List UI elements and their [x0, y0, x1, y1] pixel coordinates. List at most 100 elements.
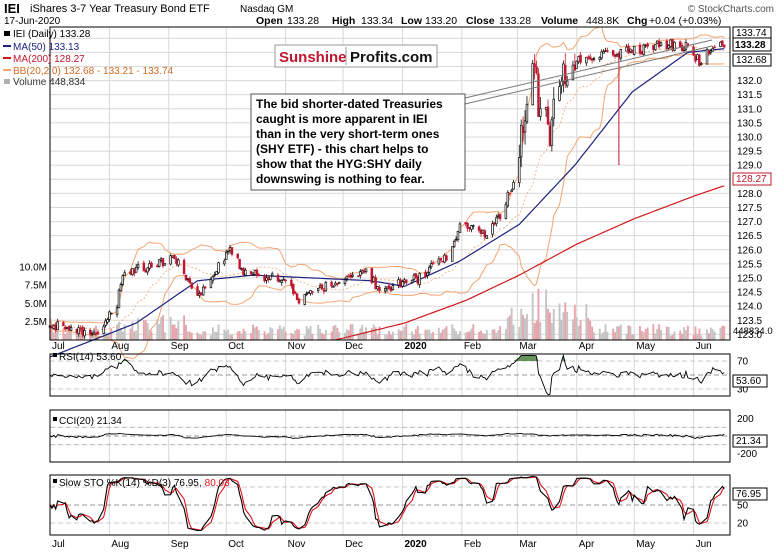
candle-body [507, 193, 509, 206]
volume-bar [145, 321, 147, 340]
volume-bar [656, 329, 658, 340]
volume-bar [687, 326, 689, 340]
volume-bar [616, 326, 618, 340]
volume-bar [566, 312, 568, 340]
cci-tick-label: 200 [737, 414, 754, 425]
candle-body [110, 313, 112, 314]
candle-body [277, 275, 279, 281]
volume-bar [578, 326, 580, 340]
candle-body [145, 271, 147, 273]
candle-body [64, 327, 66, 329]
candle-body [95, 333, 97, 334]
volume-bar [175, 328, 177, 340]
candle-body [135, 267, 137, 272]
candle-body [51, 327, 53, 328]
candle-body [130, 272, 132, 274]
candle-body [151, 263, 153, 267]
candle-body [137, 265, 139, 268]
volume-bar [239, 331, 241, 340]
month-label-bottom: Feb [464, 539, 482, 550]
volume-bar [457, 335, 459, 340]
volume-bar [432, 332, 434, 340]
candle-body [227, 251, 229, 252]
volume-bar [518, 327, 520, 340]
annotation-line-4: (SHY ETF) - this chart helps to [256, 142, 428, 156]
volume-bar [244, 331, 246, 340]
candle-body [333, 286, 335, 287]
month-label-top: Dec [345, 341, 363, 352]
candle-body [492, 224, 494, 235]
volume-bar [509, 316, 511, 340]
candle-body [524, 121, 526, 132]
volume-bar [706, 329, 708, 340]
legend-price-swatch [4, 31, 10, 36]
candle-body [331, 282, 333, 286]
volume-bar [298, 330, 300, 340]
volume-bar [572, 319, 574, 340]
candle-body [160, 259, 162, 260]
volume-bar [250, 333, 252, 340]
volume-bar [76, 334, 78, 340]
candle-body [710, 51, 712, 52]
fund-name: iShares 3-7 Year Treasury Bond ETF [30, 3, 210, 15]
volume-bar [392, 332, 394, 340]
candle-body [348, 276, 350, 277]
candle-body [149, 263, 151, 268]
volume-bar [428, 329, 430, 340]
volume-bar [426, 330, 428, 340]
candle-body [695, 56, 697, 61]
candle-body [304, 294, 306, 304]
tag-ma200: 128.27 [736, 174, 767, 185]
volume-bar [438, 328, 440, 340]
annotation-line-1: The bid shorter-dated Treasuries [256, 97, 443, 111]
candle-body [264, 276, 266, 281]
volume-bar [187, 332, 189, 340]
annotation-pointer-bottom [465, 46, 712, 104]
candle-body [214, 275, 216, 276]
candle-body [522, 127, 524, 133]
volume-bar [700, 335, 702, 340]
volume-bar [547, 309, 549, 340]
candle-body [197, 287, 199, 296]
candle-body [509, 193, 511, 194]
volume-bar [388, 331, 390, 340]
volume-bar [631, 335, 633, 340]
volume-bar [283, 327, 285, 340]
candle-body [243, 268, 245, 274]
candle-body [601, 52, 603, 58]
volume-bar [660, 330, 662, 340]
month-label-bottom: 2020 [404, 539, 427, 550]
month-label-bottom: Jul [52, 539, 65, 550]
candle-body [656, 41, 658, 43]
candle-body [254, 271, 256, 275]
candle-body [630, 49, 632, 51]
candle-body [131, 269, 133, 275]
candle-body [170, 256, 172, 264]
candle-body [641, 52, 643, 54]
volume-bar [281, 329, 283, 340]
candle-body [223, 261, 225, 264]
candle-body [147, 268, 149, 272]
candle-body [576, 61, 578, 68]
price-tick-label: 127.5 [737, 203, 762, 214]
volume-bar [551, 323, 553, 340]
volume-bar [652, 324, 654, 340]
candle-body [76, 329, 78, 332]
price-tick-label: 131.0 [737, 104, 762, 115]
volume-bar [599, 329, 601, 340]
candle-body [116, 308, 118, 314]
volume-bar [350, 324, 352, 340]
candle-body [426, 273, 428, 275]
candle-body [495, 218, 497, 224]
volume-bar [241, 333, 243, 340]
candle-body [80, 328, 82, 329]
volume-bar [668, 327, 670, 340]
candle-body [566, 81, 568, 86]
candle-body [578, 56, 580, 61]
candle-body [177, 260, 179, 265]
volume-tick-label: 2.5M [25, 317, 47, 328]
candle-body [455, 239, 457, 240]
volume-bar [264, 331, 266, 340]
volume-bar [455, 331, 457, 340]
volume-bar [294, 331, 296, 340]
